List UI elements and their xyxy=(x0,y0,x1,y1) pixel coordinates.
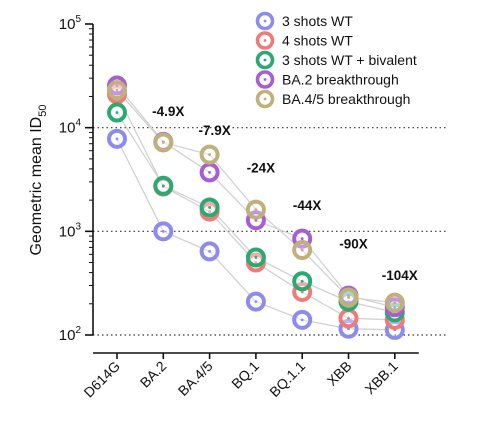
point-center xyxy=(161,141,165,144)
point-center xyxy=(300,318,304,322)
data-point-ba-4-5-breakthrough-xbb xyxy=(338,287,359,308)
legend-marker-center xyxy=(263,58,267,62)
data-point-3-shots-wt-bq-1 xyxy=(245,291,266,312)
legend-item-ba-2-breakthrough: BA.2 breakthrough xyxy=(255,70,399,89)
legend-marker-center xyxy=(263,97,267,101)
point-center xyxy=(300,279,304,283)
point-center xyxy=(300,248,304,252)
point-center xyxy=(347,296,350,299)
x-tick-label-ba-2: BA.2 xyxy=(137,358,170,391)
point-center xyxy=(393,305,397,309)
x-tick-label-bq-1-1: BQ.1.1 xyxy=(266,358,308,400)
point-center xyxy=(208,210,212,214)
point-center xyxy=(347,294,350,297)
point-center xyxy=(115,84,119,87)
data-point-3-shots-wt-ba-2 xyxy=(153,221,174,242)
data-point-ba-2-breakthrough-ba-4-5 xyxy=(199,162,220,183)
data-point-3-shots-wt-bivalent-bq-1-1 xyxy=(292,271,313,292)
point-center xyxy=(254,256,258,259)
x-axis-ticks: D614G BA.2 BA.4/5 BQ.1 BQ.1.1 XBB XBB.1 xyxy=(80,353,401,400)
data-points xyxy=(107,75,405,340)
legend-label: 3 shots WT + bivalent xyxy=(282,52,417,68)
data-point-ba-4-5-breakthrough-ba-2 xyxy=(153,132,174,153)
data-point-3-shots-wt-d614g xyxy=(107,128,127,149)
legend-item-ba-4-5-breakthrough: BA.4/5 breakthrough xyxy=(255,89,410,109)
fold-label-bq-1: -24X xyxy=(247,160,276,175)
data-point-ba-4-5-breakthrough-bq-1-1 xyxy=(292,240,313,261)
fold-label-bq-1-1: -44X xyxy=(293,198,322,213)
legend-label: 3 shots WT xyxy=(282,13,353,29)
y-tick-label: 105 xyxy=(59,14,82,33)
point-center xyxy=(347,316,350,320)
x-tick-label-ba-4-5: BA.4/5 xyxy=(175,358,216,399)
y-tick-label: 102 xyxy=(59,325,82,344)
x-tick-label-d614g: D614G xyxy=(80,358,123,401)
x-tick-label-xbb: XBB xyxy=(323,358,354,389)
data-point-ba-4-5-breakthrough-bq-1 xyxy=(245,199,266,220)
data-point-3-shots-wt-ba-4-5 xyxy=(199,241,220,262)
point-center xyxy=(161,184,165,188)
data-point-3-shots-wt-bq-1-1 xyxy=(292,309,313,330)
y-tick-label: 103 xyxy=(59,221,82,240)
data-point-ba-4-5-breakthrough-d614g xyxy=(107,80,127,101)
y-axis-ticks: 102 103 104 105 xyxy=(59,14,93,344)
legend-item-3-shots-wt: 3 shots WT xyxy=(255,11,353,31)
legend-label: BA.4/5 breakthrough xyxy=(282,91,410,107)
data-point-ba-4-5-breakthrough-xbb-1 xyxy=(384,292,405,313)
data-point-3-shots-wt-bivalent-ba-4-5 xyxy=(199,197,220,218)
data-point-ba-4-5-breakthrough-ba-4-5 xyxy=(199,144,220,165)
point-center xyxy=(115,137,119,141)
point-center xyxy=(208,171,212,174)
point-center xyxy=(254,261,258,264)
legend: 3 shots WT 4 shots WT 3 shots WT + bivalen… xyxy=(255,11,417,109)
fold-label-ba-4-5: -7.9X xyxy=(198,123,230,138)
point-center xyxy=(208,206,212,209)
fold-label-ba-2: -4.9X xyxy=(152,104,184,119)
x-tick-label-bq-1: BQ.1 xyxy=(228,358,262,392)
point-center xyxy=(161,229,165,233)
fold-change-labels: -4.9X -7.9X -24X -44X -90X -104X xyxy=(152,104,418,283)
point-center xyxy=(208,250,212,253)
point-center xyxy=(208,153,212,156)
fold-label-xbb-1: -104X xyxy=(382,268,418,283)
y-axis-label: Geometric mean ID50 xyxy=(28,105,49,256)
data-point-3-shots-wt-bivalent-ba-2 xyxy=(153,175,174,196)
point-center xyxy=(115,88,119,92)
legend-marker-center xyxy=(263,19,267,23)
data-point-3-shots-wt-bivalent-bq-1 xyxy=(245,247,266,268)
legend-item-4-shots-wt: 4 shots WT xyxy=(255,31,353,50)
point-center xyxy=(115,111,119,114)
legend-marker-center xyxy=(263,78,267,81)
data-point-4-shots-wt-xbb xyxy=(338,308,359,329)
point-center xyxy=(300,290,304,294)
x-tick-label-xbb-1: XBB.1 xyxy=(362,358,402,398)
legend-label: 4 shots WT xyxy=(282,33,353,49)
legend-item-3-shots-wt-bivalent: 3 shots WT + bivalent xyxy=(255,50,417,70)
point-center xyxy=(254,300,258,303)
legend-label: BA.2 breakthrough xyxy=(282,72,399,88)
fold-label-xbb: -90X xyxy=(339,237,368,252)
point-center xyxy=(393,301,397,305)
legend-marker-center xyxy=(263,39,267,42)
point-center xyxy=(300,237,304,241)
point-center xyxy=(254,208,258,212)
y-tick-label: 104 xyxy=(59,118,82,137)
data-point-3-shots-wt-bivalent-d614g xyxy=(107,102,127,123)
